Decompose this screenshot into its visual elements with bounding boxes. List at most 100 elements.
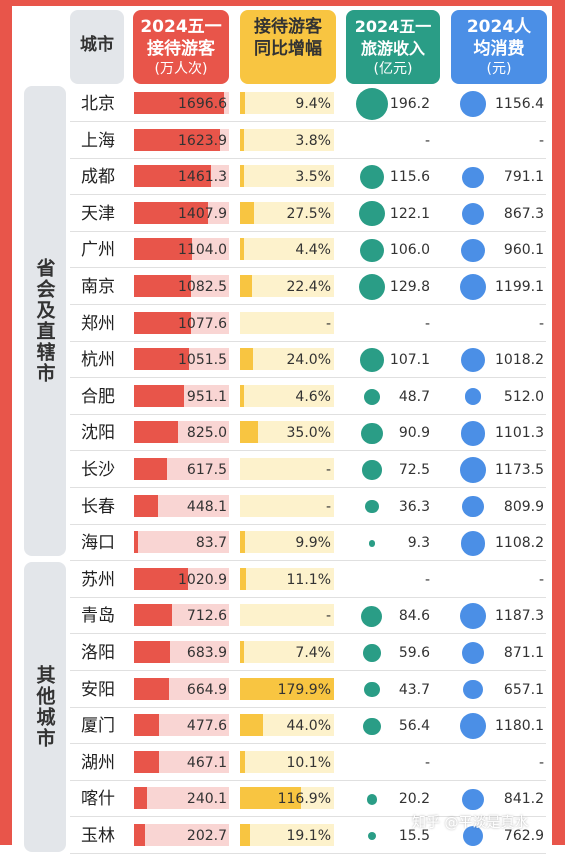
city-name: 成都 <box>81 167 115 188</box>
growth-value: 27.5% <box>286 205 331 222</box>
visitors-value: 1077.6 <box>178 315 227 332</box>
growth-value: 3.8% <box>295 132 331 149</box>
spend-value: - <box>538 132 544 149</box>
growth-value: 24.0% <box>286 352 331 369</box>
spend-dot <box>460 420 486 446</box>
revenue-value: 107.1 <box>389 352 430 369</box>
revenue-value: 129.8 <box>389 279 430 295</box>
city-name: 沈阳 <box>81 423 115 444</box>
group-label-capitals-text: 省会及直辖市 <box>33 258 56 384</box>
growth-value: - <box>325 498 331 515</box>
group-label-capitals: 省会及直辖市 <box>24 86 66 556</box>
visitors-value: 1020.9 <box>178 571 227 588</box>
growth-value: - <box>325 608 331 625</box>
watermark: 知乎 @平淡是真水 <box>412 815 529 831</box>
table-row: 湖州 467.1 10.1% - - <box>70 745 546 781</box>
revenue-value: - <box>424 315 430 332</box>
revenue-dot <box>363 717 381 735</box>
growth-value: 44.0% <box>286 718 331 735</box>
table-row: 北京 1696.6 9.4% 196.2 1156.4 <box>70 86 546 122</box>
revenue-value: 196.2 <box>389 96 430 112</box>
growth-value: 35.0% <box>286 425 331 442</box>
spend-value: - <box>538 315 544 332</box>
revenue-dot <box>364 388 380 405</box>
visitors-value: 1696.6 <box>178 96 227 112</box>
visitors-value: 712.6 <box>186 608 227 625</box>
revenue-dot <box>361 605 383 627</box>
growth-bar <box>240 750 246 773</box>
revenue-value: 48.7 <box>398 388 430 405</box>
visitors-value: 1461.3 <box>178 169 227 186</box>
table-row: 沈阳 825.0 35.0% 90.9 1101.3 <box>70 415 546 452</box>
growth-bar <box>240 275 252 297</box>
revenue-value: 36.3 <box>398 498 430 515</box>
visitors-bar <box>134 238 193 261</box>
header-visitors-unit: (万人次) <box>154 61 208 77</box>
visitors-value: 477.6 <box>186 718 227 735</box>
visitors-bar <box>134 201 209 224</box>
revenue-dot <box>367 831 377 841</box>
growth-bar <box>240 128 244 151</box>
spend-dot <box>460 603 486 630</box>
header-city: 城市 <box>70 10 124 84</box>
spend-value: - <box>538 754 544 771</box>
visitors-value: 448.1 <box>186 498 227 515</box>
growth-bar-track <box>240 604 334 627</box>
growth-value: 9.9% <box>295 535 331 552</box>
header-city-label: 城市 <box>80 35 114 55</box>
revenue-value: 115.6 <box>389 169 430 186</box>
spend-value: 867.3 <box>503 205 544 222</box>
revenue-value: - <box>424 132 430 149</box>
growth-bar <box>240 384 244 407</box>
growth-value: 22.4% <box>286 279 331 295</box>
visitors-value: 1082.5 <box>178 279 227 295</box>
city-name: 上海 <box>81 130 115 151</box>
growth-value: 179.9% <box>277 681 331 698</box>
header-spend-unit: (元) <box>486 61 512 77</box>
table-row: 安阳 664.9 179.9% 43.7 657.1 <box>70 672 546 708</box>
visitors-bar <box>134 311 191 334</box>
table-row: 上海 1623.9 3.8% - - <box>70 123 546 159</box>
city-name: 杭州 <box>81 350 115 371</box>
city-name: 苏州 <box>81 569 115 590</box>
growth-bar-track <box>240 128 334 151</box>
header-revenue-title: 2024五一旅游收入 <box>354 17 432 58</box>
growth-bar <box>240 677 334 700</box>
city-name: 长春 <box>81 496 115 517</box>
visitors-bar <box>134 824 145 846</box>
city-name: 安阳 <box>81 679 115 700</box>
spend-value: 1018.2 <box>495 352 544 369</box>
city-name: 喀什 <box>81 789 115 810</box>
growth-value: - <box>325 462 331 478</box>
spend-value: 809.9 <box>503 498 544 515</box>
table-row: 长春 448.1 - 36.3 809.9 <box>70 489 546 525</box>
revenue-dot <box>358 273 385 300</box>
growth-bar-track <box>240 421 334 444</box>
growth-bar <box>240 92 245 114</box>
city-name: 北京 <box>81 94 115 114</box>
growth-bar <box>240 421 259 444</box>
group-label-other-cities-text: 其他城市 <box>33 665 56 749</box>
spend-value: 1156.4 <box>495 96 544 112</box>
revenue-dot <box>368 539 376 547</box>
table-row: 南京 1082.5 22.4% 129.8 1199.1 <box>70 269 546 305</box>
group-label-other-cities: 其他城市 <box>24 562 66 852</box>
visitors-bar <box>134 641 171 663</box>
frame-left-border <box>0 0 12 845</box>
table-row: 长沙 617.5 - 72.5 1173.5 <box>70 452 546 488</box>
growth-bar-track <box>240 92 334 114</box>
growth-bar-track <box>240 201 334 224</box>
visitors-bar <box>134 128 220 151</box>
revenue-value: 9.3 <box>407 535 430 552</box>
city-name: 合肥 <box>81 386 115 407</box>
visitors-value: 617.5 <box>186 462 227 478</box>
spend-dot <box>463 679 483 700</box>
revenue-dot <box>359 164 385 190</box>
city-name: 湖州 <box>81 752 115 773</box>
table-row: 天津 1407.9 27.5% 122.1 867.3 <box>70 196 546 232</box>
growth-value: 4.6% <box>295 388 331 405</box>
spend-dot <box>460 713 486 740</box>
header-growth: 接待游客同比增幅 <box>240 10 336 84</box>
revenue-value: 56.4 <box>398 718 430 735</box>
city-name: 郑州 <box>81 313 115 334</box>
